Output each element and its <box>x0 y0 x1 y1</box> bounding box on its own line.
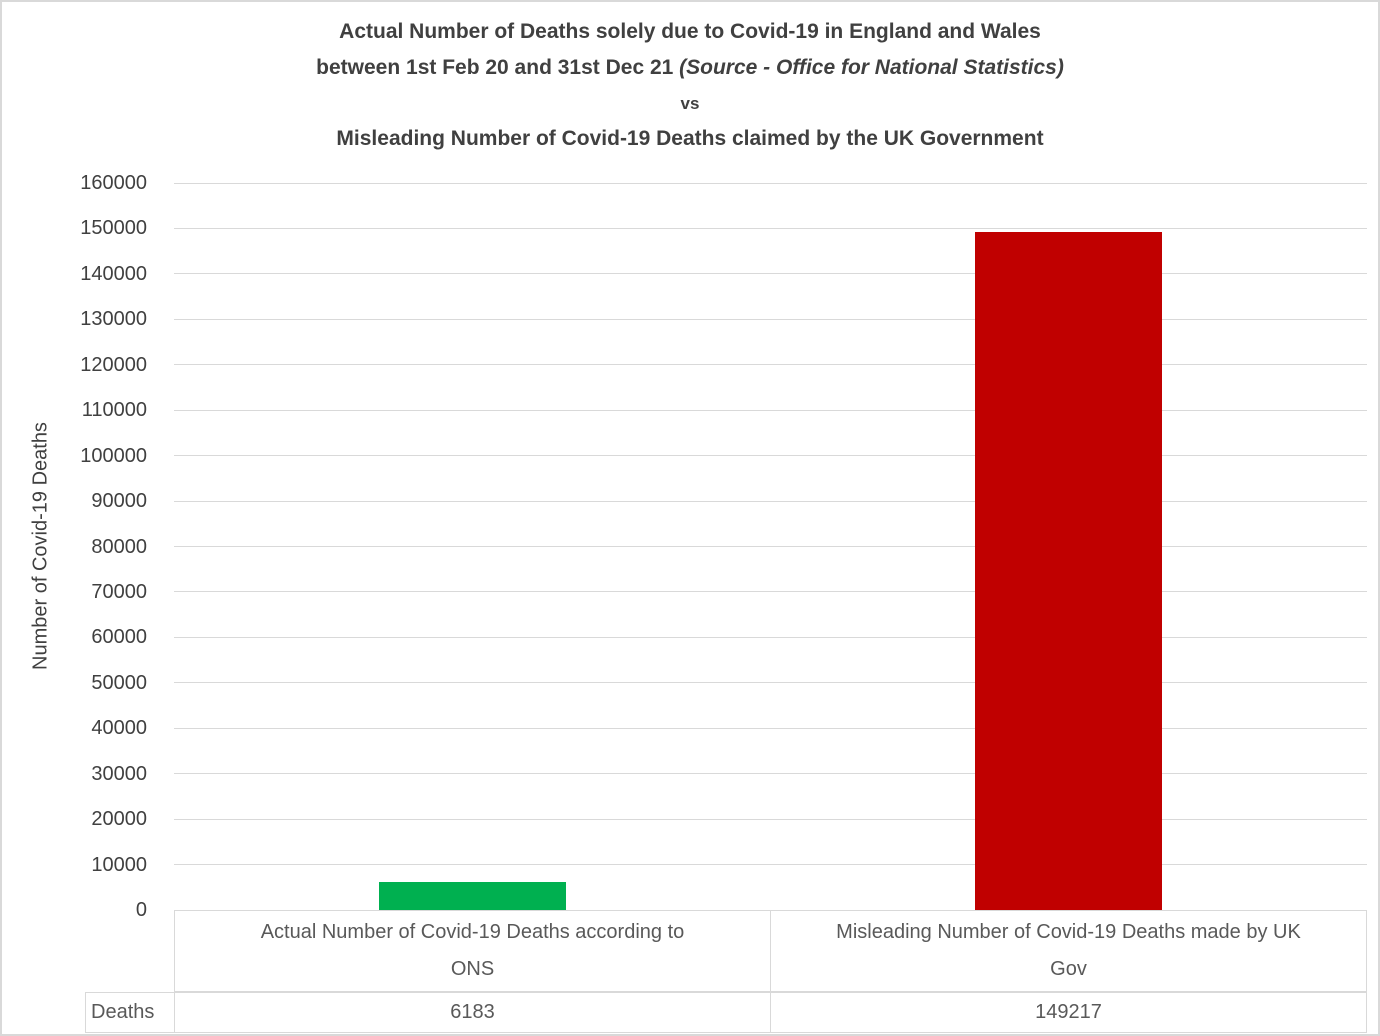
data-table: Deaths 6183 149217 <box>85 992 1367 1033</box>
y-axis-tick-labels: 0 10000 20000 30000 40000 50000 60000 70000 8000… <box>2 172 147 921</box>
gridline <box>174 546 1367 547</box>
y-tick-label: 100000 <box>80 444 147 467</box>
chart-title-line-2-normal: between 1st Feb 20 and 31st Dec 21 <box>316 56 680 79</box>
category-label-1: Actual Number of Covid-19 Deaths accordi… <box>175 911 770 991</box>
gridline <box>174 682 1367 684</box>
gridline <box>174 409 1367 411</box>
bar-1 <box>378 881 566 910</box>
y-tick-label: 110000 <box>81 399 147 422</box>
gridline <box>174 636 1367 638</box>
data-table-values: 6183 149217 <box>175 993 1366 1032</box>
y-tick-label: 120000 <box>80 353 147 376</box>
chart-title-line-4: Misleading Number of Covid-19 Deaths cla… <box>336 127 1044 150</box>
y-tick-label: 60000 <box>91 626 147 649</box>
bar-2 <box>975 232 1163 910</box>
y-tick-label: 70000 <box>91 580 147 603</box>
plot-area <box>174 182 1367 911</box>
gridline <box>174 318 1367 320</box>
y-tick-label: 80000 <box>91 535 147 558</box>
data-table-value-1: 6183 <box>450 1001 495 1023</box>
gridline <box>174 182 1367 184</box>
category-label-2: Misleading Number of Covid-19 Deaths mad… <box>770 911 1366 991</box>
gridline <box>174 818 1367 820</box>
y-tick-label: 150000 <box>80 217 147 240</box>
gridline <box>174 364 1367 366</box>
data-table-value-2: 149217 <box>770 993 1366 1032</box>
gridline <box>174 773 1367 775</box>
category-label-text: Actual Number of Covid-19 Deaths accordi… <box>260 921 685 980</box>
data-table-row-label: Deaths <box>86 993 175 1032</box>
chart-title-line-2-source: (Source - Office for National Statistics… <box>679 56 1064 79</box>
y-tick-label: 140000 <box>80 262 147 285</box>
category-axis: Actual Number of Covid-19 Deaths accordi… <box>174 910 1367 992</box>
y-tick-label: 10000 <box>91 853 147 876</box>
gridline <box>174 227 1367 229</box>
y-tick-label: 50000 <box>91 671 147 694</box>
gridline <box>174 500 1367 502</box>
chart-title: Actual Number of Deaths solely due to Co… <box>2 14 1378 157</box>
y-tick-label: 160000 <box>80 172 147 194</box>
chart-title-line-2: between 1st Feb 20 and 31st Dec 21 (Sour… <box>2 50 1378 86</box>
gridline <box>174 864 1367 866</box>
chart-title-vs: vs <box>680 94 700 113</box>
y-tick-label: 90000 <box>91 490 147 513</box>
y-tick-label: 130000 <box>80 308 147 331</box>
gridline <box>174 727 1367 729</box>
y-tick-label: 40000 <box>91 717 147 740</box>
y-tick-label: 20000 <box>91 808 147 831</box>
gridline <box>174 591 1367 593</box>
gridline <box>174 455 1367 457</box>
y-tick-label: 30000 <box>91 762 147 785</box>
category-label-text: Misleading Number of Covid-19 Deaths mad… <box>836 921 1301 980</box>
y-tick-label: 0 <box>135 899 147 921</box>
chart-title-line-1: Actual Number of Deaths solely due to Co… <box>339 20 1041 43</box>
gridline <box>174 273 1367 275</box>
